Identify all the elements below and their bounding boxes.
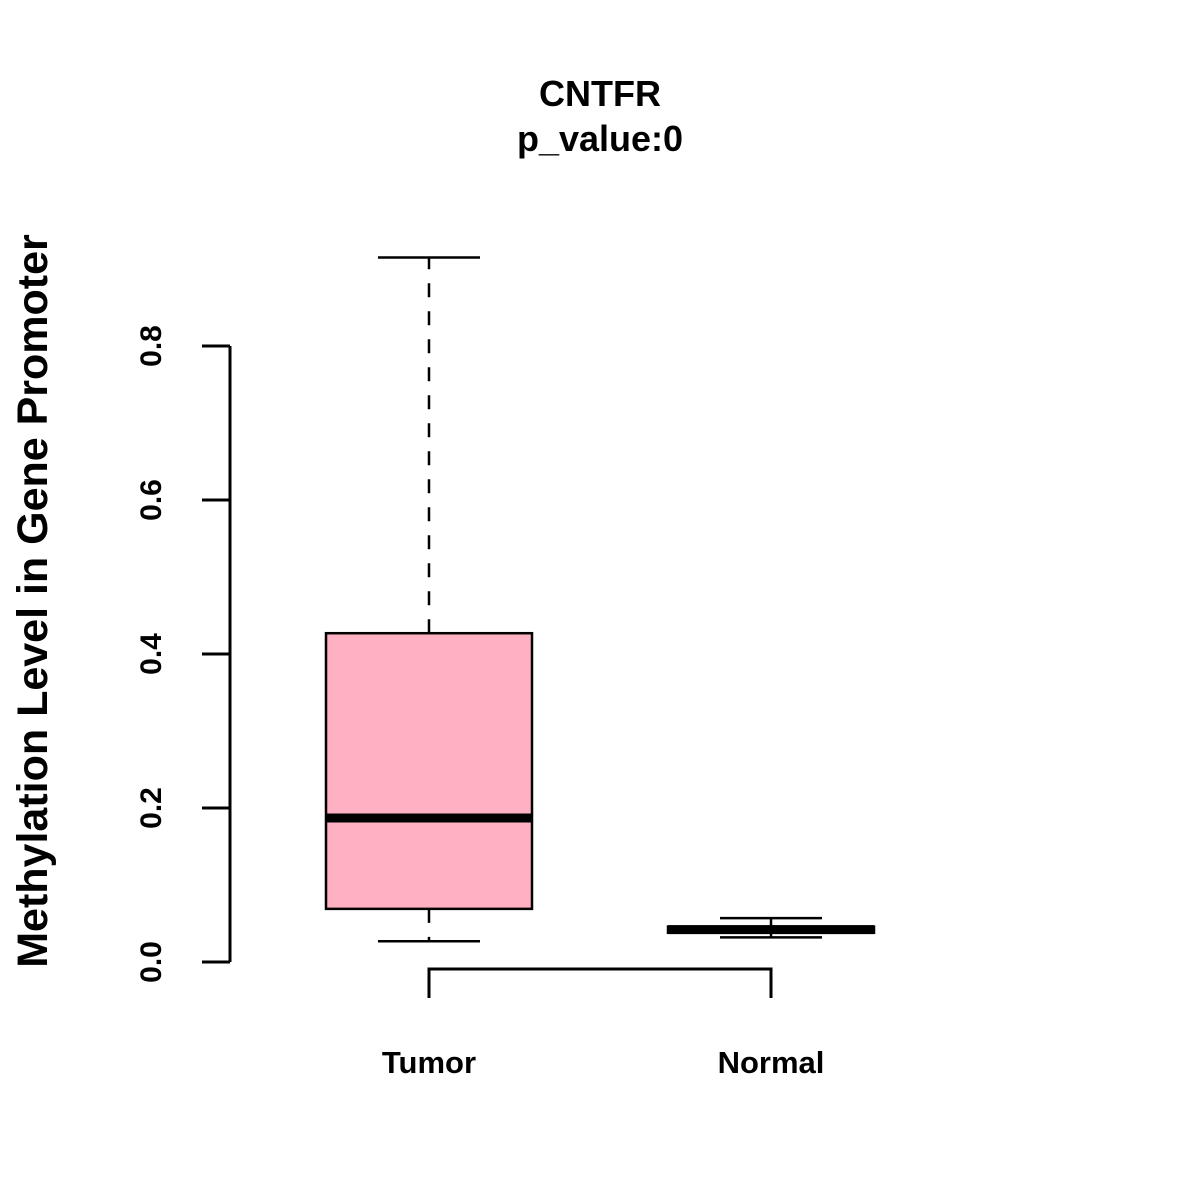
y-tick-label: 0.8: [135, 325, 168, 367]
box-tumor: [324, 256, 534, 943]
box-normal: [666, 916, 876, 939]
y-tick-label: 0.4: [135, 633, 168, 675]
x-tick-label: Tumor: [382, 1045, 476, 1080]
x-tick-label: Normal: [718, 1045, 825, 1080]
boxes-group: [324, 256, 876, 943]
y-tick-label: 0.0: [135, 941, 168, 983]
y-tick-label: 0.6: [135, 479, 168, 521]
chart-title: CNTFR: [539, 73, 661, 114]
y-axis-label: Methylation Level in Gene Promoter: [9, 234, 57, 968]
bracket-line: [427, 967, 773, 998]
y-tick-label: 0.2: [135, 787, 168, 829]
chart-subtitle: p_value:0: [517, 118, 683, 159]
significance-bracket: [427, 967, 773, 998]
iqr-box: [324, 631, 534, 911]
y-axis: 0.0 0.2 0.4 0.6 0.8: [135, 325, 232, 983]
category-labels: Tumor Normal: [382, 1045, 824, 1080]
